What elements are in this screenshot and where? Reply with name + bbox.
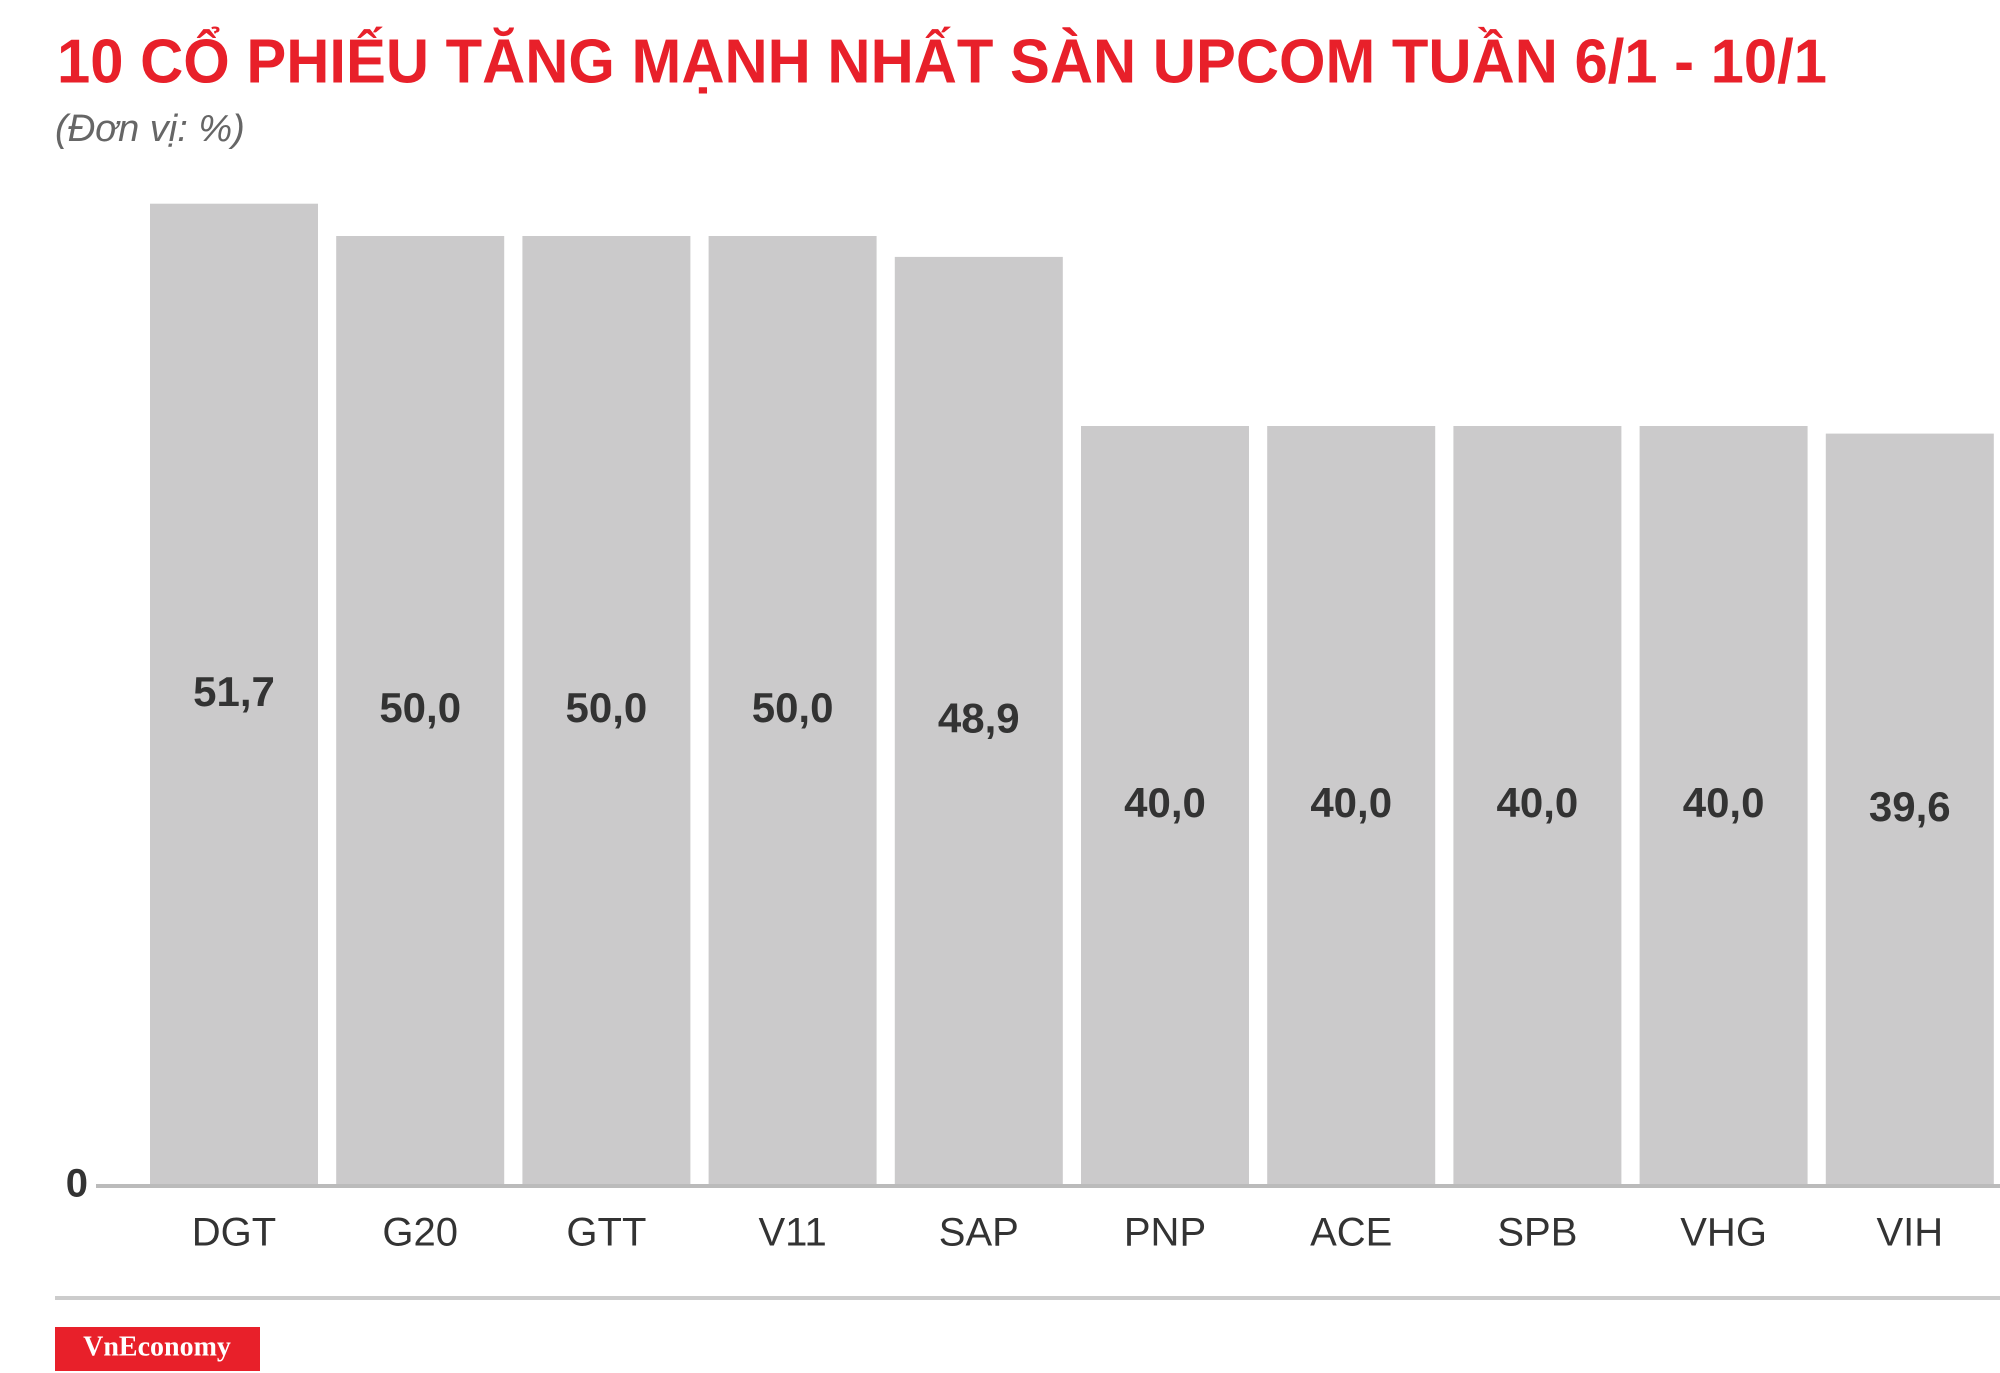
x-tick-label: GTT xyxy=(566,1211,646,1255)
x-tick-label: PNP xyxy=(1124,1211,1206,1255)
bar xyxy=(708,236,877,1186)
chart-title: 10 CỔ PHIẾU TĂNG MẠNH NHẤT SÀN UPCOM TUẦ… xyxy=(57,26,1827,96)
y-tick-label: 0 xyxy=(66,1162,88,1206)
x-tick-label: SAP xyxy=(939,1211,1019,1255)
bar xyxy=(336,236,505,1186)
value-label: 39,6 xyxy=(1869,783,1951,830)
bar xyxy=(894,256,1063,1186)
x-tick-label: VHG xyxy=(1680,1211,1767,1255)
bar xyxy=(1453,426,1622,1186)
value-label: 40,0 xyxy=(1310,779,1392,826)
x-tick-label: V11 xyxy=(758,1211,826,1255)
x-tick-label: SPB xyxy=(1497,1211,1577,1255)
value-label: 50,0 xyxy=(379,684,461,731)
bar xyxy=(522,236,691,1186)
brand-box xyxy=(55,1327,260,1371)
bar xyxy=(1081,426,1249,1186)
bar xyxy=(1825,433,1994,1187)
x-tick-label: ACE xyxy=(1310,1211,1392,1255)
x-tick-label: VIH xyxy=(1876,1211,1943,1255)
bar xyxy=(1639,426,1808,1186)
value-label: 50,0 xyxy=(566,684,648,731)
x-tick-label: DGT xyxy=(192,1211,276,1255)
bar xyxy=(150,203,318,1186)
brand: VnEconomy xyxy=(83,1331,231,1362)
value-label: 50,0 xyxy=(752,684,834,731)
chart-subtitle: (Đơn vị: %) xyxy=(55,108,245,150)
bar xyxy=(1267,426,1436,1186)
value-label: 51,7 xyxy=(193,668,275,715)
value-label: 40,0 xyxy=(1497,779,1579,826)
value-label: 48,9 xyxy=(938,695,1020,742)
value-label: 40,0 xyxy=(1124,779,1206,826)
x-tick-label: G20 xyxy=(382,1211,458,1255)
value-label: 40,0 xyxy=(1683,779,1765,826)
